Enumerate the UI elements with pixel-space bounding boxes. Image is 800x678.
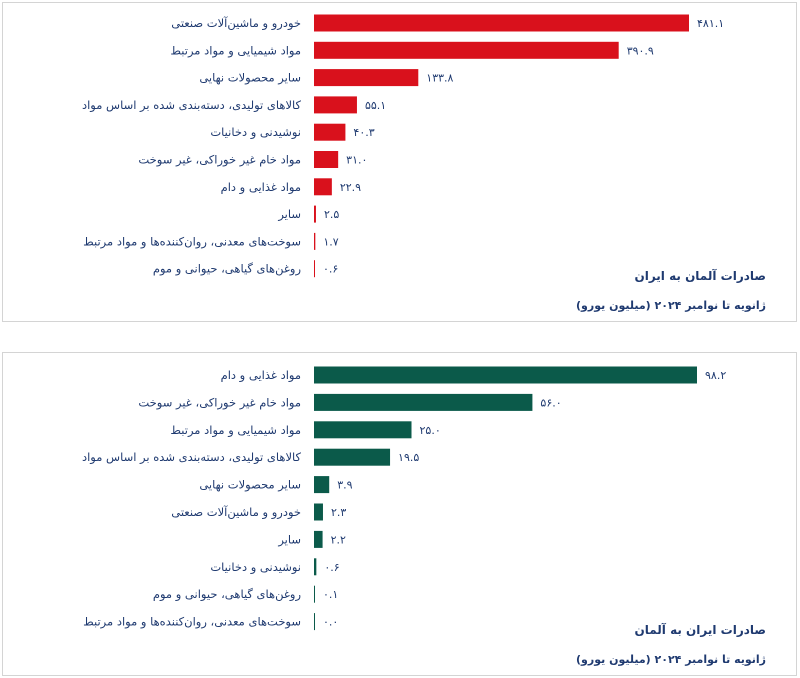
category-label: خودرو و ماشین‌آلات صنعتی bbox=[171, 505, 301, 520]
category-label: روغن‌های گیاهی، حیوانی و موم bbox=[153, 262, 301, 277]
bar bbox=[314, 558, 317, 576]
data-label: ۵۵.۱ bbox=[365, 99, 386, 112]
bar-chart-germany-to-iran: خودرو و ماشین‌آلات صنعتی ۴۸۱.۱ مواد شیمیای… bbox=[82, 14, 724, 278]
category-label: مواد غذایی و دام bbox=[221, 368, 301, 383]
data-label: ۱.۷ bbox=[323, 235, 338, 248]
data-label: ۰.۶ bbox=[323, 263, 338, 276]
bar bbox=[314, 96, 357, 114]
category-label: نوشیدنی و دخانیات bbox=[210, 125, 301, 140]
category-label: خودرو و ماشین‌آلات صنعتی bbox=[171, 16, 301, 31]
bar bbox=[314, 41, 619, 59]
data-label: ۴۰.۳ bbox=[353, 126, 374, 139]
chart-title-block: صادرات آلمان به ایران ژانویه تا نوامبر ۲… bbox=[576, 269, 766, 312]
category-label: سوخت‌های معدنی، روان‌کننده‌ها و مواد مرت… bbox=[83, 615, 301, 630]
chart-panel-germany-to-iran: خودرو و ماشین‌آلات صنعتی ۴۸۱.۱ مواد شیمیای… bbox=[2, 2, 797, 322]
data-label: ۲.۵ bbox=[324, 208, 339, 221]
category-label: مواد خام غیر خوراکی، غیر سوخت bbox=[138, 153, 301, 168]
data-label: ۱۳۳.۸ bbox=[426, 72, 453, 85]
category-label: مواد شیمیایی و مواد مرتبط bbox=[170, 43, 301, 58]
data-label: ۰.۱ bbox=[323, 588, 338, 601]
data-label: ۹۸.۲ bbox=[705, 369, 726, 382]
bar bbox=[314, 232, 316, 250]
category-label: سایر محصولات نهایی bbox=[199, 71, 301, 86]
bar bbox=[314, 421, 412, 439]
data-label: ۲۵.۰ bbox=[420, 424, 441, 437]
bar bbox=[314, 366, 697, 384]
category-label: سوخت‌های معدنی، روان‌کننده‌ها و مواد مرت… bbox=[83, 234, 301, 249]
category-label: مواد غذایی و دام bbox=[221, 180, 301, 195]
bar bbox=[314, 476, 330, 494]
chart-subtitle: ژانویه تا نوامبر ۲۰۲۴ (میلیون یورو) bbox=[576, 653, 766, 666]
category-label: مواد شیمیایی و مواد مرتبط bbox=[170, 423, 301, 438]
bar bbox=[314, 151, 339, 168]
bar-chart-iran-to-germany: مواد غذایی و دام ۹۸.۲ مواد خام غیر خوراکی،… bbox=[82, 366, 726, 631]
bar bbox=[314, 613, 315, 631]
chart-title-block: صادرات ایران به آلمان ژانویه تا نوامبر ۲… bbox=[576, 623, 766, 666]
category-label: روغن‌های گیاهی، حیوانی و موم bbox=[153, 587, 301, 602]
category-label: مواد خام غیر خوراکی، غیر سوخت bbox=[138, 395, 301, 410]
chart-title: صادرات ایران به آلمان bbox=[634, 623, 766, 637]
chart-subtitle: ژانویه تا نوامبر ۲۰۲۴ (میلیون یورو) bbox=[576, 299, 766, 312]
data-label: ۲.۳ bbox=[331, 506, 346, 519]
category-label: نوشیدنی و دخانیات bbox=[210, 560, 301, 575]
bar bbox=[314, 393, 533, 411]
bar bbox=[314, 260, 315, 278]
bar bbox=[314, 585, 315, 603]
category-label: سایر bbox=[277, 207, 301, 222]
chart-title: صادرات آلمان به ایران bbox=[634, 269, 766, 283]
bar bbox=[314, 123, 346, 141]
bar bbox=[314, 530, 323, 548]
category-label: سایر محصولات نهایی bbox=[199, 478, 301, 493]
data-label: ۵۶.۰ bbox=[540, 396, 561, 409]
data-label: ۲۲.۹ bbox=[340, 181, 361, 194]
data-label: ۲.۲ bbox=[331, 533, 346, 546]
data-label: ۳۹۰.۹ bbox=[627, 44, 654, 57]
data-label: ۳.۹ bbox=[337, 479, 352, 492]
data-label: ۱۹.۵ bbox=[398, 451, 419, 464]
category-label: کالاهای تولیدی، دسته‌بندی شده بر اساس مو… bbox=[82, 98, 302, 113]
bar bbox=[314, 448, 391, 466]
category-label: کالاهای تولیدی، دسته‌بندی شده بر اساس مو… bbox=[82, 450, 302, 465]
data-label: ۰.۰ bbox=[323, 616, 338, 629]
bar bbox=[314, 14, 689, 32]
bar bbox=[314, 205, 316, 223]
chart-panel-iran-to-germany: مواد غذایی و دام ۹۸.۲ مواد خام غیر خوراکی،… bbox=[2, 352, 797, 676]
data-label: ۴۸۱.۱ bbox=[697, 17, 724, 30]
data-label: ۳۱.۰ bbox=[346, 154, 367, 167]
bar bbox=[314, 69, 419, 87]
data-label: ۰.۶ bbox=[324, 561, 339, 574]
category-label: سایر bbox=[277, 532, 301, 547]
bar bbox=[314, 178, 332, 196]
bar bbox=[314, 503, 323, 521]
